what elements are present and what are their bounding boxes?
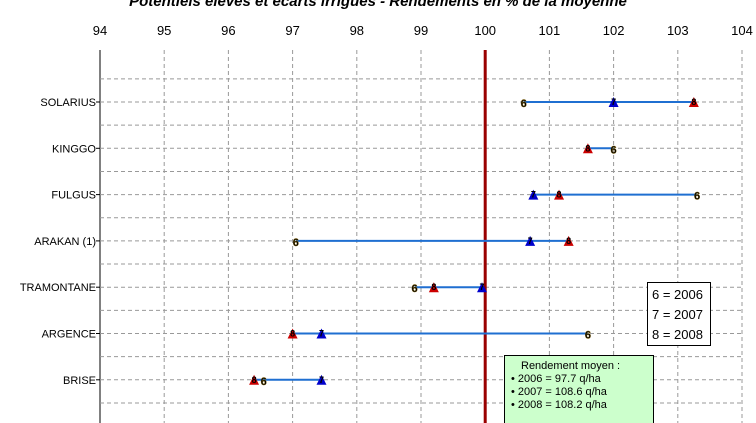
x-tick-label: 103 — [667, 23, 689, 38]
legend-box: 6 = 2006 7 = 2007 8 = 2008 — [647, 282, 711, 346]
x-tick-label: 94 — [93, 23, 107, 38]
point-2008-label: 8 — [290, 329, 295, 339]
point-2006: 6 — [293, 237, 299, 249]
point-2008 — [582, 143, 593, 154]
legend-entry-2007: 7 = 2007 — [652, 307, 703, 322]
point-2008 — [428, 282, 439, 293]
note-line-2007: • 2007 = 108.6 q/ha — [511, 386, 607, 398]
point-2006: 6 — [261, 376, 267, 388]
point-2007-label: 7 — [319, 329, 324, 339]
point-2007-label: 7 — [479, 282, 484, 292]
point-2007-label: 7 — [611, 97, 616, 107]
point-2007 — [476, 282, 487, 293]
legend-entry-2006: 6 = 2006 — [652, 287, 703, 302]
point-2008 — [554, 189, 565, 200]
point-2008-label: 8 — [557, 190, 562, 200]
category-label: BRISE — [63, 375, 96, 387]
chart-title: Potentiels élevés et écarts irrigués - R… — [129, 0, 627, 10]
x-ticks: 94 95 96 97 98 99 100 101 102 103 104 — [93, 23, 753, 38]
point-2008 — [688, 97, 699, 107]
point-2006: 6 — [694, 191, 700, 203]
point-2007 — [528, 189, 539, 200]
x-tick-label: 100 — [474, 23, 496, 38]
point-2008-label: 8 — [691, 97, 696, 107]
note-line-2006: • 2006 = 97.7 q/ha — [511, 373, 601, 385]
category-label: TRAMONTANE — [20, 282, 96, 294]
point-2007 — [525, 235, 536, 246]
point-2007 — [316, 328, 327, 339]
category-label: ARAKAN (1) — [34, 236, 96, 248]
point-2008-label: 8 — [585, 143, 590, 153]
point-2006: 6 — [585, 330, 591, 342]
category-label: SOLARIUS — [40, 97, 96, 109]
point-2006: 6 — [611, 144, 617, 156]
point-2008-label: 8 — [431, 282, 436, 292]
point-2007 — [608, 97, 619, 107]
marks: 8 8 8 8 8 8 8 7 7 7 7 7 7 6 6 6 6 6 6 6 — [249, 97, 700, 388]
note-line-2008: • 2008 = 108.2 q/ha — [511, 399, 607, 411]
x-tick-label: 95 — [157, 23, 171, 38]
category-label: ARGENCE — [42, 329, 96, 341]
note-header: Rendement moyen : — [521, 360, 621, 372]
x-tick-label: 104 — [731, 23, 753, 38]
point-2007-label: 7 — [531, 190, 536, 200]
point-2008-label: 8 — [252, 375, 257, 385]
point-2008-label: 8 — [566, 236, 571, 246]
category-label: KINGGO — [52, 143, 96, 155]
point-2008 — [249, 374, 260, 385]
x-tick-label: 102 — [603, 23, 625, 38]
category-labels: SOLARIUS KINGGO FULGUS ARAKAN (1) TRAMONTANE… — [20, 97, 97, 387]
x-tick-label: 101 — [539, 23, 561, 38]
point-2007 — [316, 374, 327, 385]
x-tick-label: 96 — [221, 23, 235, 38]
x-tick-label: 97 — [285, 23, 299, 38]
point-2008 — [563, 235, 574, 246]
legend-entry-2008: 8 = 2008 — [652, 327, 703, 342]
category-label: FULGUS — [51, 190, 96, 202]
point-2006: 6 — [521, 98, 527, 110]
x-tick-label: 98 — [350, 23, 364, 38]
x-tick-label: 99 — [414, 23, 428, 38]
point-2006: 6 — [412, 283, 418, 295]
average-yield-note: Rendement moyen : • 2006 = 97.7 q/ha • 2… — [504, 355, 654, 423]
point-2007-label: 7 — [319, 375, 324, 385]
point-2008 — [287, 328, 298, 339]
point-2007-label: 7 — [528, 236, 533, 246]
